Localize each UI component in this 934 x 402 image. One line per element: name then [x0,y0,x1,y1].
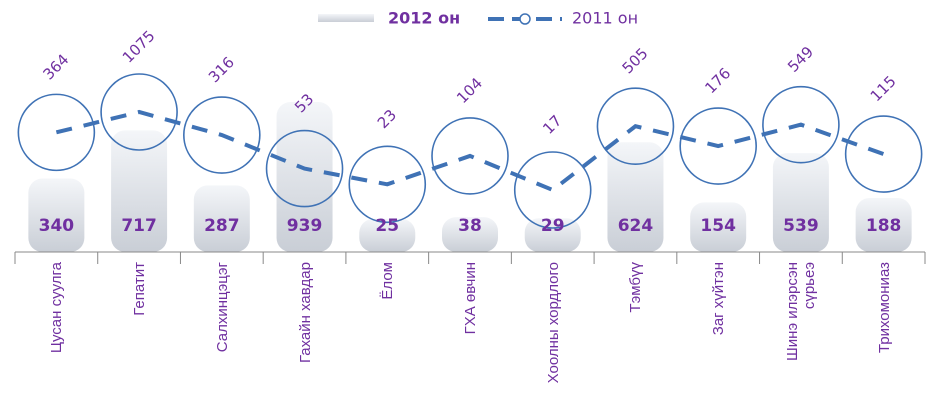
x-tick-label: Тэмбүү [626,262,644,313]
bar [690,202,747,252]
value-label: 38 [458,216,482,236]
bar [442,217,498,252]
x-tick-label: Ёлом [378,262,396,300]
value-label: 624 [618,216,654,236]
value-label: 154 [700,216,736,236]
marker [431,117,509,195]
value-label: 717 [121,216,157,236]
value-label: 176 [701,64,734,97]
x-tick-label: Гепатит [130,262,148,316]
bar [772,153,829,252]
value-label: 316 [205,53,238,86]
x-tick-label: ГХА өвчин [461,262,479,335]
value-label: 340 [39,216,75,236]
value-label: 23 [374,106,400,132]
value-label: 104 [453,74,486,107]
marker [348,145,427,224]
marker [100,73,178,151]
marker [17,93,96,172]
marker [844,115,923,193]
marker [183,96,261,174]
bar [607,142,664,252]
bar [193,185,250,252]
value-label: 17 [539,112,565,138]
value-label: 188 [866,216,902,236]
bar [524,218,581,252]
legend-marker [519,13,531,25]
marker [596,87,675,166]
value-label: 287 [204,216,240,236]
legend-label: 2012 он [388,9,460,28]
value-label: 364 [40,51,73,84]
x-tick-label: Трихомониаз [875,262,893,354]
legend-swatch [318,14,374,22]
x-tick-label: Заг хүйтэн [709,262,727,336]
value-label: 29 [541,216,565,236]
marker [265,129,344,208]
bar [359,218,416,252]
marker [513,151,592,229]
value-label: 539 [783,216,819,236]
legend-label: 2011 он [572,9,638,28]
x-tick-label: Гахайн хавдар [296,262,314,364]
bar [276,102,333,252]
line [55,109,885,193]
marker [762,85,840,164]
value-label: 939 [287,216,323,236]
value-label: 115 [867,72,900,105]
x-tick-label: Цусан суулга [47,262,65,354]
bar [855,197,912,252]
x-tick-label: Хоолны хордлого [544,262,562,384]
value-label: 1075 [119,27,159,67]
value-label: 549 [784,43,817,76]
x-tick-label: Салхинцэцэг [213,262,231,353]
bar [111,130,168,252]
value-label: 25 [375,216,399,236]
x-tick-label: Шинэ илэрсэн сүрьеэ [783,262,818,361]
value-label: 505 [619,44,652,77]
bar [28,178,85,252]
marker [679,107,757,185]
